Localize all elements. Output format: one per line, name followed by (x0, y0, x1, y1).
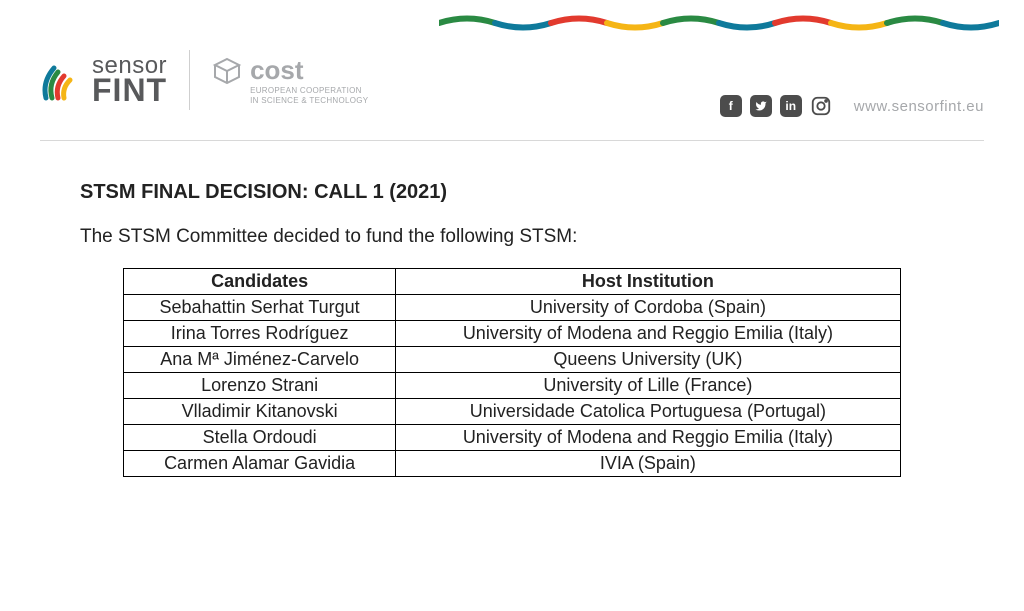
table-row: Carmen Alamar GavidiaIVIA (Spain) (124, 451, 901, 477)
facebook-icon[interactable]: f (720, 95, 742, 117)
table-cell: Universidade Catolica Portuguesa (Portug… (396, 399, 901, 425)
sensorfint-mark-icon (40, 58, 84, 102)
decision-table: CandidatesHost Institution Sebahattin Se… (123, 268, 901, 477)
instagram-icon[interactable] (810, 95, 832, 117)
logo-divider (189, 50, 190, 110)
table-cell: Queens University (UK) (396, 347, 901, 373)
table-cell: University of Modena and Reggio Emilia (… (396, 425, 901, 451)
table-cell: Vlladimir Kitanovski (124, 399, 396, 425)
page-title: STSM FINAL DECISION: CALL 1 (2021) (80, 181, 944, 204)
table-cell: IVIA (Spain) (396, 451, 901, 477)
table-header: Candidates (124, 269, 396, 295)
twitter-icon[interactable] (750, 95, 772, 117)
website-url[interactable]: www.sensorfint.eu (854, 98, 984, 115)
sensorfint-logo-bottom: FINT (92, 76, 167, 105)
table-cell: University of Lille (France) (396, 373, 901, 399)
table-row: Vlladimir KitanovskiUniversidade Catolic… (124, 399, 901, 425)
table-cell: Carmen Alamar Gavidia (124, 451, 396, 477)
cost-brand: cost (250, 55, 368, 86)
table-cell: Stella Ordoudi (124, 425, 396, 451)
header-right: f in www.sensorfint.eu (720, 95, 984, 117)
document-content: STSM FINAL DECISION: CALL 1 (2021) The S… (0, 141, 1024, 477)
cost-cube-icon (212, 57, 242, 87)
cost-tagline-2: IN SCIENCE & TECHNOLOGY (250, 96, 368, 106)
table-row: Irina Torres RodríguezUniversity of Mode… (124, 321, 901, 347)
table-cell: Irina Torres Rodríguez (124, 321, 396, 347)
cost-tagline-1: EUROPEAN COOPERATION (250, 86, 368, 96)
table-header: Host Institution (396, 269, 901, 295)
header: sensor FINT cost EUROPEAN COOPERATION IN… (0, 0, 1024, 130)
table-row: Lorenzo StraniUniversity of Lille (Franc… (124, 373, 901, 399)
linkedin-icon[interactable]: in (780, 95, 802, 117)
table-row: Sebahattin Serhat TurgutUniversity of Co… (124, 295, 901, 321)
cost-logo: cost EUROPEAN COOPERATION IN SCIENCE & T… (212, 55, 368, 105)
sensorfint-logo: sensor FINT (40, 55, 167, 105)
table-row: Ana Mª Jiménez-CarveloQueens University … (124, 347, 901, 373)
table-cell: University of Cordoba (Spain) (396, 295, 901, 321)
table-cell: Lorenzo Strani (124, 373, 396, 399)
intro-text: The STSM Committee decided to fund the f… (80, 226, 944, 248)
table-cell: University of Modena and Reggio Emilia (… (396, 321, 901, 347)
table-row: Stella OrdoudiUniversity of Modena and R… (124, 425, 901, 451)
table-cell: Sebahattin Serhat Turgut (124, 295, 396, 321)
table-cell: Ana Mª Jiménez-Carvelo (124, 347, 396, 373)
